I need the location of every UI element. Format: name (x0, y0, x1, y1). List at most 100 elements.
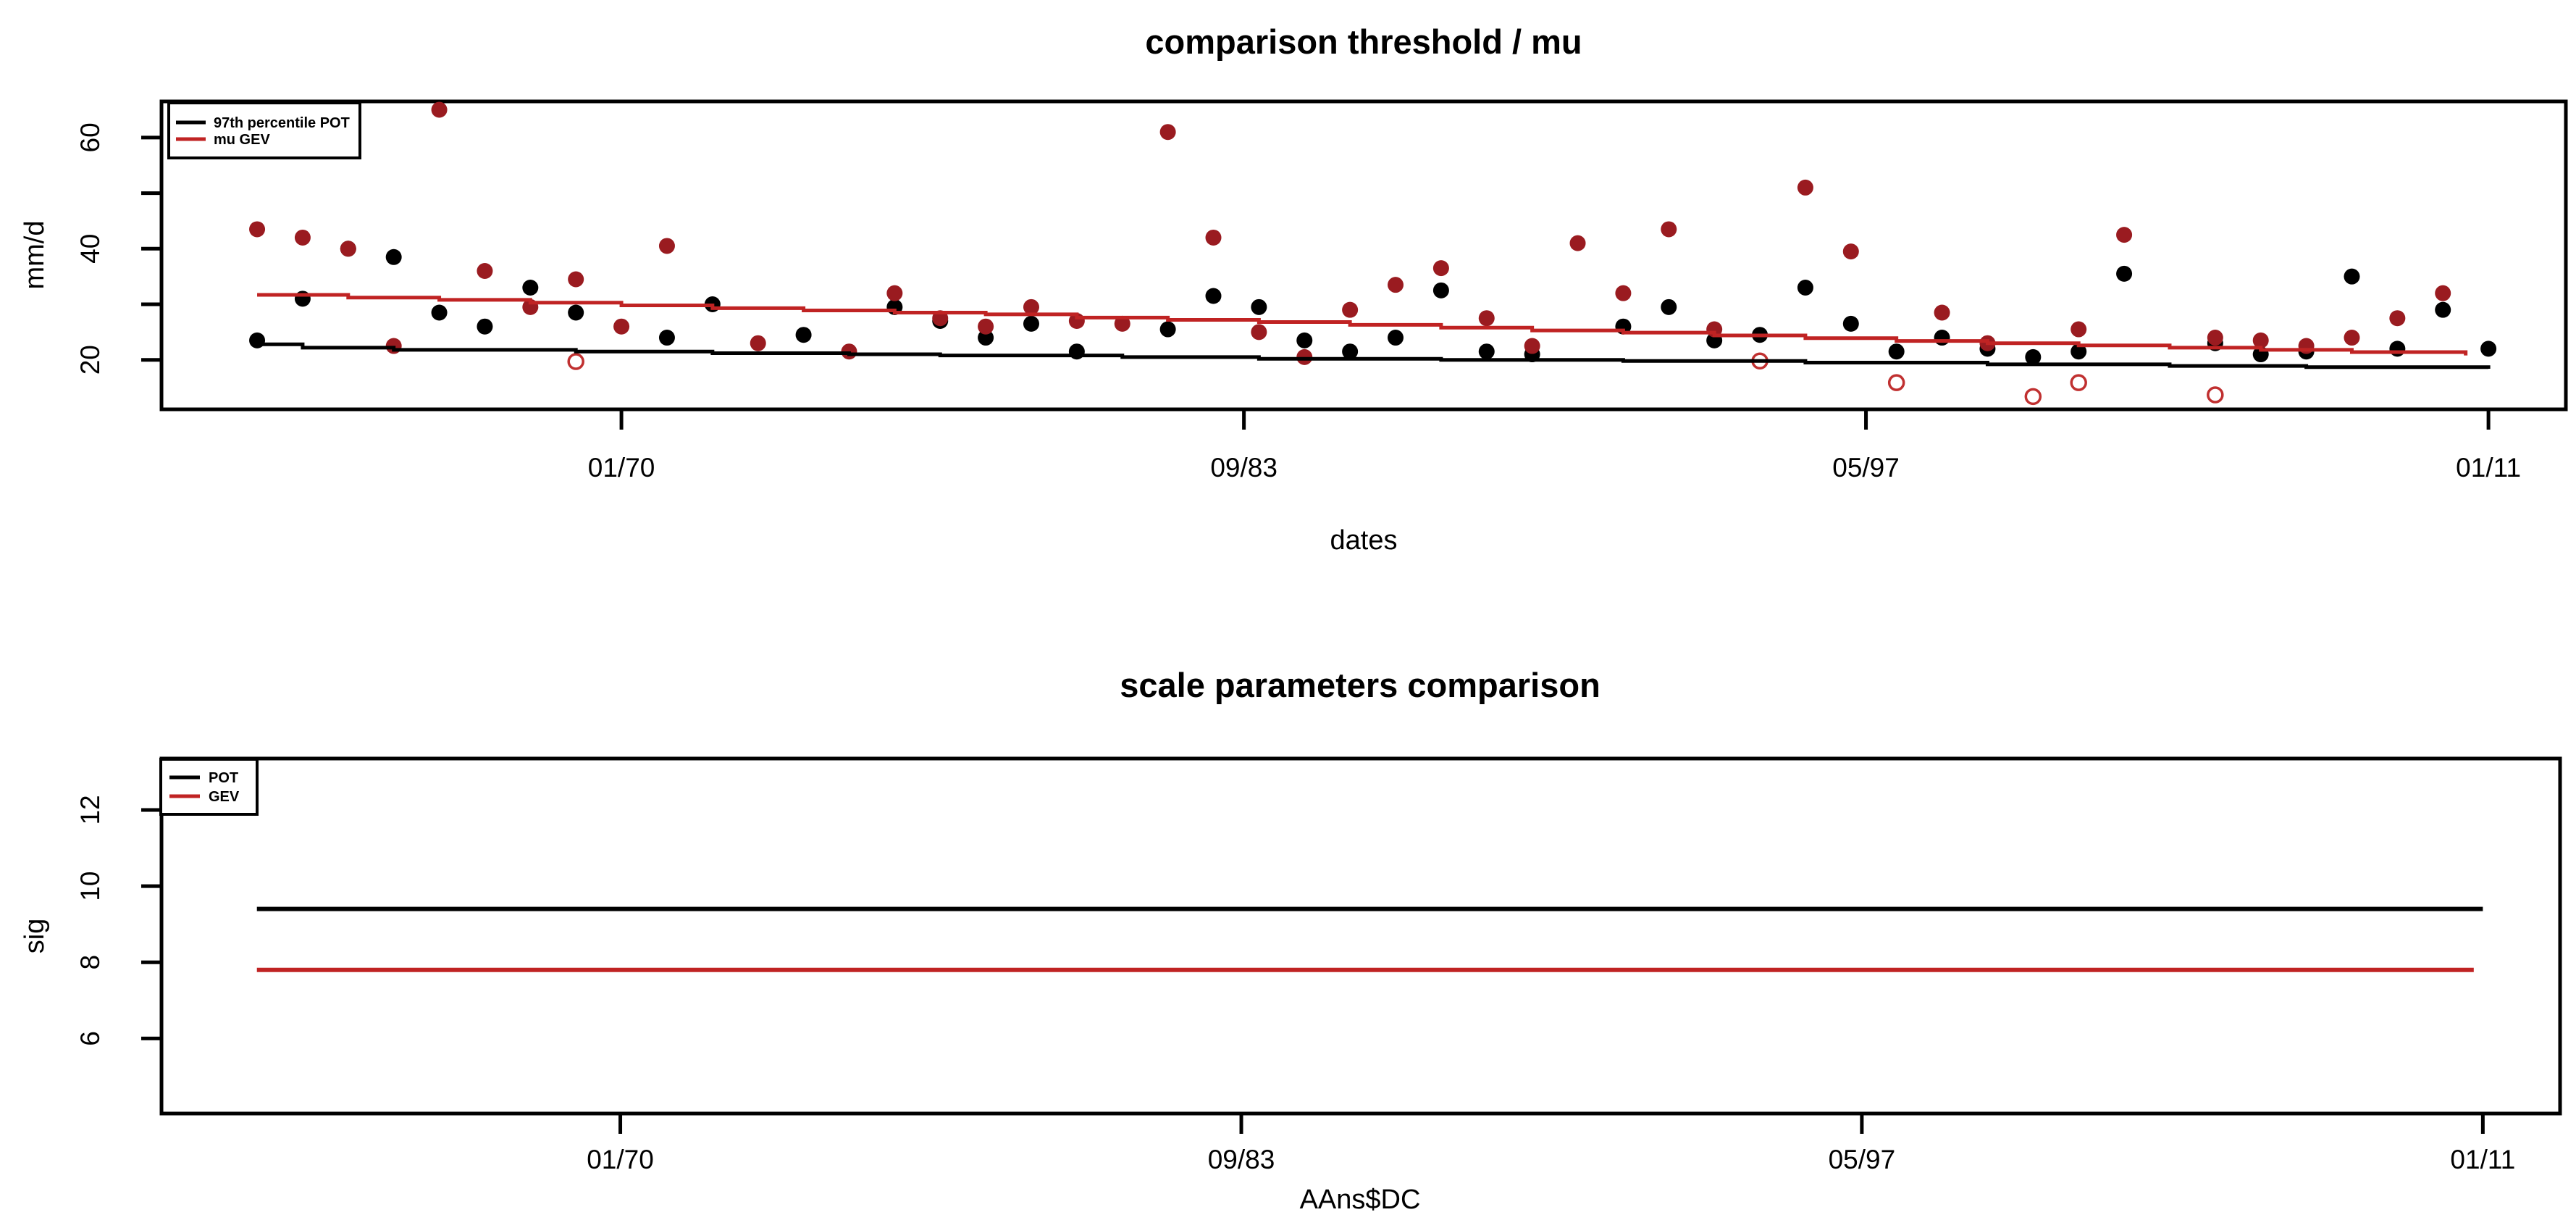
data-point (1569, 235, 1586, 251)
x-tick-label: 01/70 (588, 453, 655, 483)
data-point (1797, 279, 1813, 296)
data-point (1842, 243, 1859, 260)
top-chart-xlabel: dates (1330, 525, 1398, 556)
data-point (1842, 315, 1859, 332)
data-point (1159, 124, 1176, 141)
data-point (1388, 330, 1404, 346)
data-point (2480, 341, 2497, 357)
data-point-open (1887, 374, 1905, 391)
x-tick-label: 05/97 (1829, 1145, 1896, 1174)
data-point (522, 279, 539, 296)
data-point (1934, 330, 1950, 346)
legend-label: GEV (209, 789, 240, 805)
data-point (1342, 301, 1359, 318)
y-tick-label: 20 (75, 345, 105, 375)
data-point (2252, 332, 2269, 348)
data-point (431, 101, 448, 118)
y-tick-label: 40 (75, 234, 105, 264)
legend-box (159, 758, 259, 816)
x-tick-label: 01/11 (2450, 1145, 2515, 1174)
data-point (1159, 321, 1176, 338)
data-point (886, 285, 903, 301)
data-point (2344, 330, 2360, 346)
data-point (750, 335, 766, 351)
data-point (613, 318, 630, 335)
data-point (978, 330, 994, 346)
x-tick-label: 09/83 (1210, 453, 1277, 483)
y-tick-label: 8 (75, 955, 105, 970)
data-point (340, 241, 356, 257)
plot-border (159, 756, 2562, 1116)
x-tick-label: 09/83 (1208, 1145, 1275, 1174)
legend-box (167, 101, 361, 159)
y-tick-label: 60 (75, 122, 105, 152)
data-point (2389, 310, 2406, 327)
data-point (1524, 338, 1540, 354)
data-point (1342, 343, 1359, 360)
bottom-chart-xlabel: AAns$DC (1300, 1185, 1421, 1215)
data-point (1661, 298, 1677, 315)
data-point (1615, 285, 1632, 301)
x-tick-label: 01/11 (2456, 453, 2521, 483)
data-point (1888, 343, 1905, 360)
plot-border (159, 99, 2568, 412)
data-point (1388, 277, 1404, 293)
legend-label: POT (209, 770, 238, 786)
trend-line (257, 293, 2468, 356)
data-point (1661, 221, 1677, 238)
data-point (1205, 229, 1222, 246)
x-tick-label: 01/70 (587, 1145, 654, 1174)
data-point (1478, 343, 1495, 360)
data-point-open (2024, 388, 2042, 406)
data-point (795, 327, 812, 343)
data-point (1205, 288, 1222, 304)
x-tick-label: 05/97 (1832, 453, 1900, 483)
data-point (2116, 227, 2133, 243)
data-point (1432, 260, 1449, 277)
y-tick-label: 10 (75, 872, 105, 901)
data-point (2207, 330, 2223, 346)
data-point (1251, 324, 1267, 341)
data-point (978, 318, 994, 335)
data-point (658, 330, 675, 346)
data-point (294, 229, 311, 246)
data-point-open (2207, 386, 2224, 404)
data-point (2071, 343, 2087, 360)
data-point (249, 221, 266, 238)
data-point (2389, 341, 2406, 357)
data-point (568, 271, 584, 288)
data-point (385, 248, 402, 265)
data-point (2071, 321, 2087, 338)
data-point (2025, 348, 2042, 365)
y-tick-label: 6 (75, 1031, 105, 1046)
data-point (1023, 298, 1039, 315)
legend-label: mu GEV (214, 132, 270, 148)
data-point (1296, 332, 1313, 348)
data-point (431, 304, 448, 321)
trend-line (257, 342, 2491, 369)
data-point (1478, 310, 1495, 327)
top-chart-title: comparison threshold / mu (1145, 22, 1582, 61)
data-point (1023, 315, 1039, 332)
data-point (658, 238, 675, 254)
data-point (1934, 304, 1950, 321)
bottom-chart-title: scale parameters comparison (1120, 666, 1600, 704)
data-point (2344, 268, 2360, 285)
data-point (1251, 298, 1267, 315)
data-point-open (2070, 374, 2087, 391)
y-tick-label: 12 (75, 795, 105, 824)
data-point (1114, 315, 1130, 332)
data-point (2435, 301, 2451, 318)
bottom-chart-ylabel: sig (20, 919, 50, 954)
data-point (568, 304, 584, 321)
data-point (477, 318, 493, 335)
data-point (1432, 282, 1449, 298)
data-point-open (567, 353, 584, 370)
legend-label: 97th percentile POT (214, 115, 350, 131)
data-point (2435, 285, 2451, 301)
data-point (477, 262, 493, 279)
top-chart-ylabel: mm/d (20, 221, 50, 290)
data-point (2116, 265, 2133, 282)
